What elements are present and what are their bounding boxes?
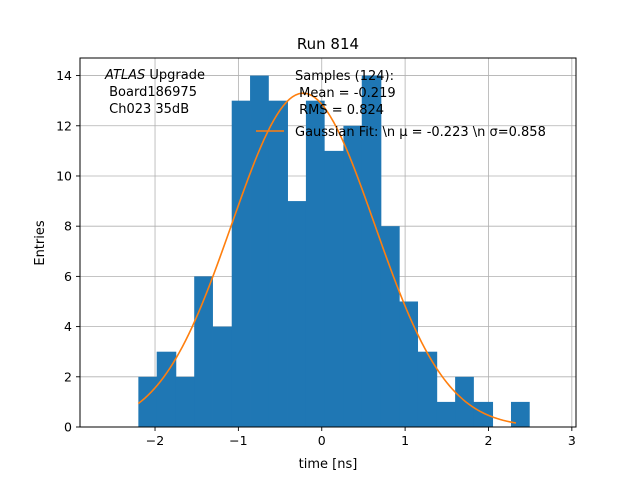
x-tick-label: 1 <box>401 433 409 448</box>
stats-line-2: Mean = -0.219 <box>295 86 396 101</box>
y-tick-label: 12 <box>56 118 72 133</box>
y-tick-label: 14 <box>56 68 72 83</box>
x-axis-label: time [ns] <box>299 457 358 472</box>
histogram-bar <box>436 401 456 427</box>
histogram-bar <box>305 100 325 428</box>
legend-label: Gaussian Fit: \n μ = -0.223 \n σ=0.858 <box>295 125 546 140</box>
histogram-bar <box>212 326 233 427</box>
stats-line-3: RMS = 0.824 <box>295 103 384 118</box>
y-axis-label: Entries <box>33 220 48 266</box>
histogram-bar <box>324 150 344 427</box>
annotation-line-3: Ch023 35dB <box>105 102 189 117</box>
histogram-bar <box>231 100 251 428</box>
y-tick-label: 6 <box>64 269 72 284</box>
y-tick-label: 0 <box>64 420 72 435</box>
histogram-bar <box>361 75 382 428</box>
x-tick-label: −2 <box>146 433 164 448</box>
x-tick-label: 0 <box>318 433 326 448</box>
histogram-bar <box>455 376 474 427</box>
stats-line-1: Samples (124): <box>295 69 394 84</box>
histogram-bar <box>175 376 195 427</box>
histogram-bar <box>510 401 530 427</box>
y-tick-label: 2 <box>64 369 72 384</box>
histogram-bar <box>343 125 363 427</box>
y-tick-label: 4 <box>64 319 72 334</box>
stats-box: Samples (124): Mean = -0.219 RMS = 0.824 <box>295 69 396 118</box>
histogram-bar <box>268 100 288 428</box>
x-tick-label: −1 <box>229 433 247 448</box>
plot-frame <box>79 57 577 428</box>
histogram-bar <box>138 376 158 427</box>
legend: Gaussian Fit: \n μ = -0.223 \n σ=0.858 <box>256 125 546 140</box>
info-annotation: ATLAS Upgrade Board186975 Ch023 35dB <box>104 68 205 117</box>
histogram-bar <box>380 226 400 427</box>
y-tick-label: 8 <box>64 219 72 234</box>
histogram-bar <box>399 301 419 427</box>
histogram-bar <box>287 201 307 427</box>
histogram-bar <box>194 276 213 427</box>
gaussian-fit-curve <box>137 92 517 424</box>
grid-layer <box>80 58 576 428</box>
annotation-italic: ATLAS <box>104 68 145 83</box>
x-tick-label: 3 <box>568 433 576 448</box>
annotation-line-1: ATLAS Upgrade <box>104 68 205 83</box>
fit-layer <box>137 92 517 424</box>
x-tick-label: 2 <box>484 433 492 448</box>
annotation-rest: Upgrade <box>145 68 205 83</box>
y-tick-label: 10 <box>56 168 72 183</box>
histogram-bar <box>417 351 438 427</box>
annotation-line-2: Board186975 <box>105 85 197 100</box>
histogram-bar <box>250 75 269 428</box>
histogram-bar <box>156 351 177 427</box>
chart-title: Run 814 <box>297 35 359 53</box>
histogram-bar <box>473 401 494 427</box>
